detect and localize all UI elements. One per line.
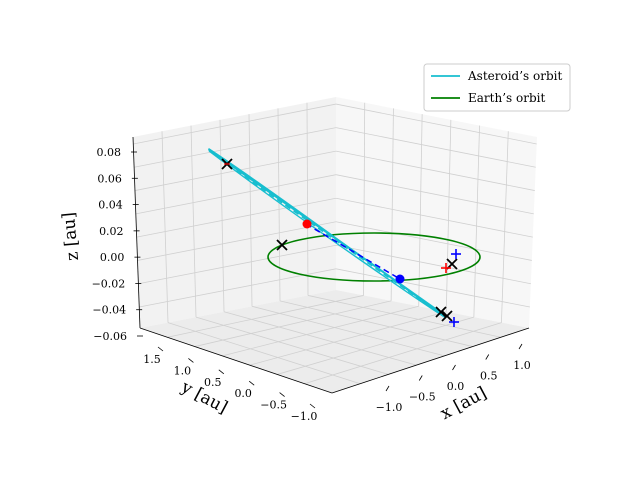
grid-line bbox=[304, 322, 502, 385]
x-tick-mark bbox=[452, 364, 456, 371]
y-tick-label: −1.0 bbox=[291, 410, 318, 423]
asteroid-dashed-path bbox=[227, 164, 439, 313]
back-right-pane bbox=[336, 97, 537, 328]
z-tick-label: −0.06 bbox=[93, 330, 127, 343]
grid-line bbox=[335, 127, 536, 168]
grid-line bbox=[501, 131, 509, 323]
grid-lines bbox=[133, 102, 537, 385]
cross-marker bbox=[276, 239, 288, 251]
grid-line bbox=[138, 244, 337, 285]
grid-line bbox=[167, 322, 361, 385]
x-tick-mark bbox=[518, 343, 523, 350]
grid-line bbox=[390, 108, 394, 301]
grid-line bbox=[223, 311, 417, 366]
axis-lines bbox=[132, 136, 530, 394]
grid-line bbox=[335, 244, 531, 285]
z-tick-label: −0.04 bbox=[92, 304, 126, 317]
grid-line bbox=[277, 316, 474, 375]
x-tick-label: −0.5 bbox=[409, 391, 436, 404]
grid-line bbox=[161, 131, 169, 323]
grid-line bbox=[167, 295, 364, 338]
grid-line bbox=[190, 125, 197, 318]
x-tick-label: 0.0 bbox=[447, 380, 465, 393]
y-tick-mark bbox=[248, 380, 255, 386]
x-tick-mark bbox=[385, 385, 390, 392]
grid-line bbox=[335, 221, 532, 261]
grid-line bbox=[195, 316, 389, 375]
plus-marker bbox=[451, 249, 461, 259]
legend-box bbox=[423, 63, 571, 112]
earth-orbit-line bbox=[267, 232, 481, 282]
plus-marker bbox=[441, 263, 451, 273]
grid-line bbox=[249, 311, 447, 366]
y-tick-mark bbox=[188, 358, 194, 363]
grid-line bbox=[194, 300, 392, 347]
y-tick-mark bbox=[218, 369, 225, 375]
x-tick-label: 0.5 bbox=[480, 370, 498, 383]
grid-line bbox=[134, 127, 337, 168]
grid-line bbox=[335, 103, 537, 145]
grid-line bbox=[473, 125, 480, 318]
y-tick-label: 1.0 bbox=[174, 364, 192, 377]
cross-stroke bbox=[276, 239, 288, 251]
grid-line bbox=[335, 197, 533, 238]
y-axis-line bbox=[139, 327, 333, 394]
cross-stroke bbox=[441, 310, 453, 322]
z-tick-label: 0.02 bbox=[99, 225, 124, 238]
x-tick-mark bbox=[485, 354, 490, 360]
grid-line bbox=[306, 102, 309, 296]
cross-stroke bbox=[435, 306, 447, 318]
z-tick-label: 0.08 bbox=[97, 146, 122, 159]
red-point-marker bbox=[302, 219, 312, 229]
plus-marker bbox=[449, 317, 459, 327]
x-axis-line bbox=[331, 327, 530, 394]
z-axis-line bbox=[132, 136, 141, 329]
back-left-pane bbox=[133, 97, 336, 328]
x-tick-label: −1.0 bbox=[376, 401, 403, 414]
blue-point-marker bbox=[395, 274, 405, 284]
x-tick-label: 1.0 bbox=[513, 359, 531, 372]
grid-line bbox=[219, 119, 225, 312]
z-tick-label: 0.04 bbox=[98, 199, 123, 212]
grid-line bbox=[136, 197, 337, 238]
grid-line bbox=[363, 102, 366, 296]
grid-line bbox=[137, 221, 337, 261]
x-tick-mark bbox=[418, 375, 423, 381]
grid-line bbox=[222, 305, 419, 357]
cross-marker bbox=[435, 306, 447, 318]
grid-line bbox=[279, 300, 473, 347]
z-tick-label: 0.06 bbox=[97, 172, 122, 185]
grid-line bbox=[418, 114, 423, 307]
grid-line bbox=[248, 114, 253, 307]
grid-line bbox=[133, 103, 337, 145]
grid-line bbox=[445, 119, 452, 312]
tick-labels: 0.08 0.06 0.04 0.02 0.00 −0.02 −0.04 −0.06 1.5 1.… bbox=[92, 146, 531, 423]
y-tick-label: −0.5 bbox=[260, 399, 287, 412]
grid-line bbox=[251, 305, 445, 357]
grid-line bbox=[135, 174, 337, 215]
y-tick-mark bbox=[279, 392, 285, 397]
grid-line bbox=[335, 268, 530, 308]
y-tick-mark bbox=[157, 346, 164, 352]
grid-line bbox=[307, 295, 501, 338]
y-tick-label: 1.5 bbox=[143, 353, 161, 366]
plot-series bbox=[208, 148, 481, 327]
grid-line bbox=[335, 150, 535, 191]
transfer-dashed-path bbox=[305, 223, 401, 280]
z-tick-label: 0.00 bbox=[100, 251, 125, 264]
y-tick-label: 0.5 bbox=[204, 376, 222, 389]
legend-label-earth: Earth’s orbit bbox=[468, 91, 545, 105]
y-tick-label: 0.0 bbox=[234, 387, 252, 400]
legend: Asteroid’s orbit Earth’s orbit bbox=[423, 63, 571, 112]
legend-label-asteroid: Asteroid’s orbit bbox=[467, 69, 562, 83]
y-tick-mark bbox=[309, 403, 316, 409]
z-tick-label: −0.02 bbox=[92, 277, 126, 290]
cross-marker bbox=[441, 310, 453, 322]
z-axis-label: z [au] bbox=[59, 211, 83, 261]
grid-line bbox=[335, 174, 534, 215]
